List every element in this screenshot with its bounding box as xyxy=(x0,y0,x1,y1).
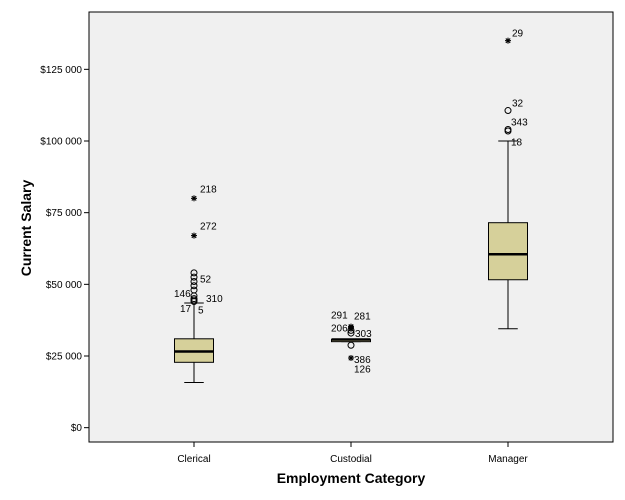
outlier-label: 18 xyxy=(511,138,523,149)
outlier-circle xyxy=(190,282,198,290)
outlier-label: 281 xyxy=(354,311,371,322)
y-tick-label: $25 000 xyxy=(46,352,83,363)
y-tick-label: $100 000 xyxy=(40,137,82,148)
y-tick-label: $125 000 xyxy=(40,65,82,76)
plot-area xyxy=(88,11,614,443)
outlier-circle xyxy=(347,329,355,337)
outlier-label: 272 xyxy=(200,222,217,233)
x-tick-label: Custodial xyxy=(330,454,372,465)
y-tick-label: $50 000 xyxy=(46,280,83,291)
outlier-circle xyxy=(504,107,512,115)
outlier-circle xyxy=(190,298,198,306)
iqr-box xyxy=(488,222,528,281)
outlier-star xyxy=(191,232,197,239)
box-clerical: 218 272 52 146 310 17 5 xyxy=(174,184,223,384)
outlier-label: 32 xyxy=(512,99,524,110)
outlier-star xyxy=(505,37,511,44)
outlier-label: 343 xyxy=(511,118,528,129)
x-tick-label: Manager xyxy=(488,454,528,465)
outlier-label: 386 xyxy=(354,355,371,366)
outlier-circle xyxy=(190,273,198,281)
outlier-label: 5 xyxy=(198,306,204,317)
x-axis: Clerical Custodial Manager xyxy=(177,442,528,465)
outlier-circle xyxy=(190,269,198,277)
outlier-label: 52 xyxy=(200,274,212,285)
y-axis: $0 $25 000 $50 000 $75 000 $100 000 $125 000 xyxy=(40,65,89,434)
x-tick-label: Clerical xyxy=(177,454,210,465)
outlier-label: 126 xyxy=(354,364,371,375)
outlier-circle xyxy=(347,326,355,334)
y-tick-label: $75 000 xyxy=(46,208,83,219)
outlier-circle xyxy=(190,277,198,285)
outlier-label: 17 xyxy=(180,304,192,315)
outlier-circle xyxy=(347,341,355,349)
outlier-label: 29 xyxy=(512,29,524,40)
outlier-label: 310 xyxy=(206,294,223,305)
outlier-label: 146 xyxy=(174,289,191,300)
outlier-label: 206 xyxy=(331,323,348,334)
outlier-star xyxy=(348,355,354,362)
outlier-star xyxy=(191,195,197,202)
box-manager: 29 32 343 18 xyxy=(488,29,528,330)
y-axis-title: Current Salary xyxy=(18,180,34,277)
outlier-label: 303 xyxy=(355,329,372,340)
y-tick-label: $0 xyxy=(71,423,83,434)
x-axis-title: Employment Category xyxy=(277,470,426,486)
outlier-circle xyxy=(504,127,512,135)
outlier-label: 291 xyxy=(331,311,348,322)
outlier-label: 218 xyxy=(200,184,217,195)
